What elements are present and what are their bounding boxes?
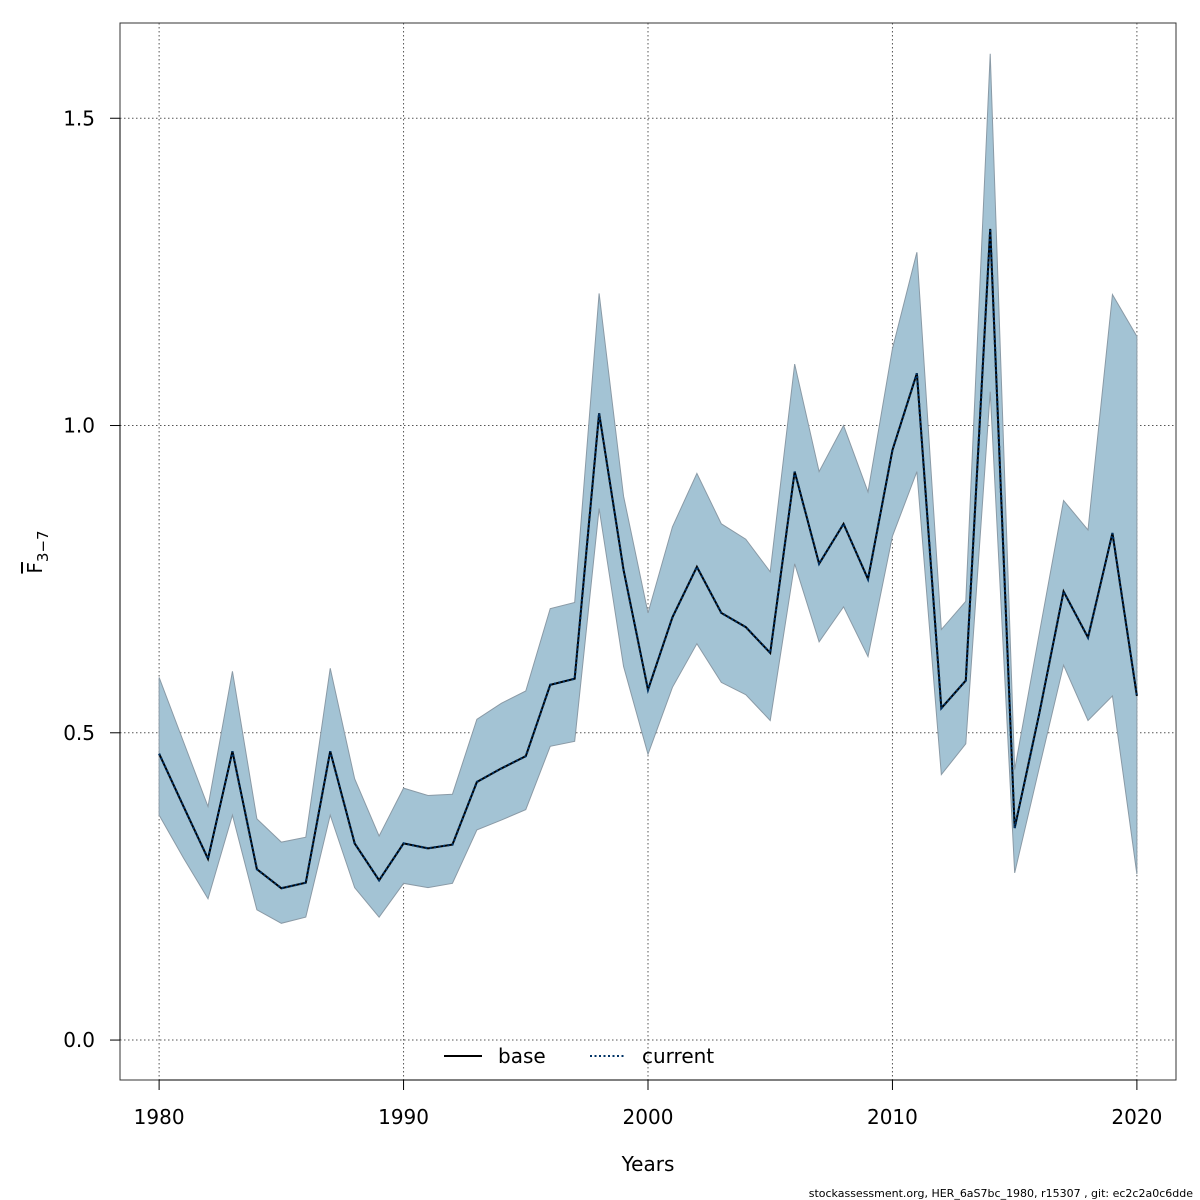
x-tick-label-1990: 1990	[378, 1105, 429, 1129]
x-tick-label-2010: 2010	[867, 1105, 918, 1129]
x-tick-label-2020: 2020	[1111, 1105, 1162, 1129]
y-tick-label-1.0: 1.0	[63, 414, 95, 438]
legend: base current	[444, 1044, 714, 1068]
y-axis-title-main: F	[23, 562, 47, 574]
legend-label-current: current	[642, 1044, 714, 1068]
series-line-current	[158, 228, 1138, 890]
footer-note: stockassessment.org, HER_6aS7bc_1980, r1…	[809, 1187, 1194, 1200]
legend-label-base: base	[498, 1044, 546, 1068]
confidence-band	[158, 53, 1138, 924]
y-tick-label-1.5: 1.5	[63, 106, 95, 130]
axis-layer: 1980 1990 2000 2010 2020 0.0 0.5 1.0 1.5	[63, 106, 1162, 1129]
confidence-band-layer	[158, 53, 1138, 924]
x-axis-title: Years	[621, 1152, 675, 1176]
y-tick-label-0.5: 0.5	[63, 721, 95, 745]
y-axis-title: F3−7	[23, 530, 52, 573]
series-line-layer	[158, 228, 1138, 890]
y-tick-label-0.0: 0.0	[63, 1028, 95, 1052]
y-axis-title-sub: 3−7	[34, 530, 52, 562]
x-tick-label-2000: 2000	[623, 1105, 674, 1129]
x-tick-label-1980: 1980	[134, 1105, 185, 1129]
svg-text:F3−7: F3−7	[23, 530, 52, 573]
